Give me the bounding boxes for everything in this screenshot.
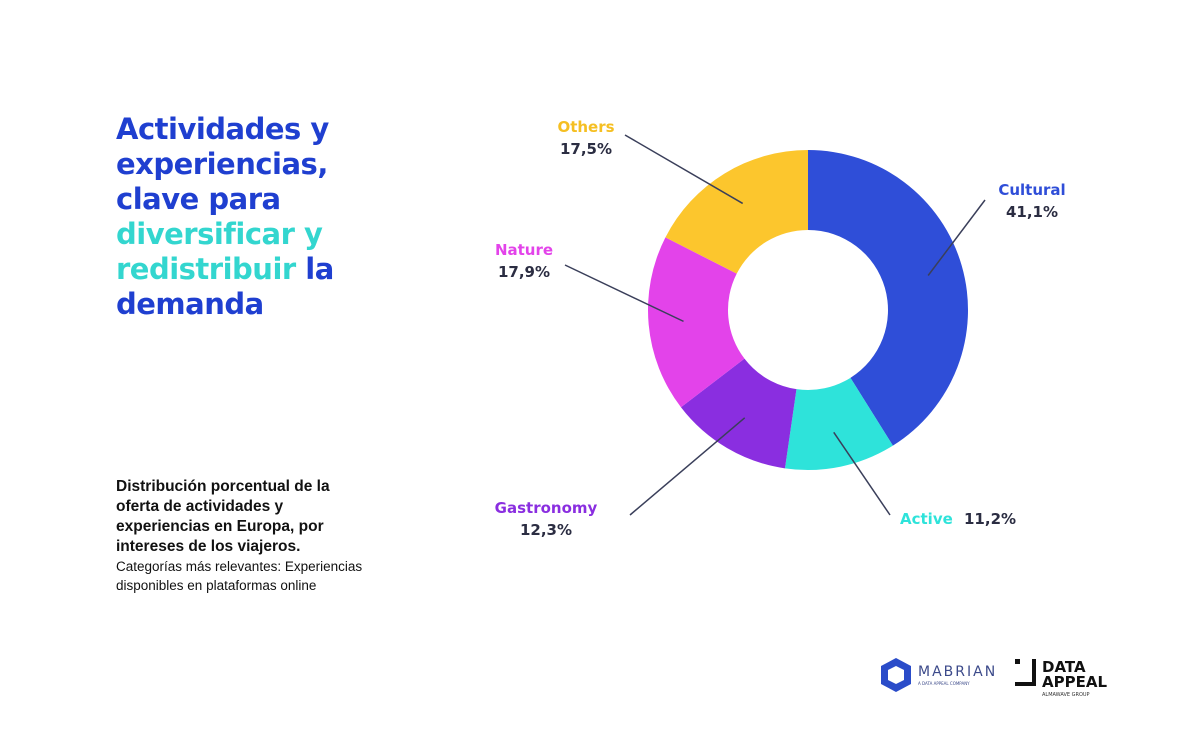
- leader-line: [629, 417, 746, 516]
- category-label: Nature: [495, 241, 553, 259]
- title-text: demanda: [116, 287, 264, 321]
- mabrian-logo: MABRIAN A DATA APPEAL COMPANY: [881, 658, 997, 692]
- category-label: Gastronomy: [495, 499, 598, 517]
- category-label: Active: [900, 510, 953, 528]
- category-label: Others: [557, 118, 614, 136]
- chart-description: Distribución porcentual de la oferta de …: [116, 477, 376, 595]
- description-bold: Distribución porcentual de la oferta de …: [116, 478, 330, 555]
- leader-line: [927, 199, 986, 276]
- category-label: Cultural: [998, 181, 1065, 199]
- title-text: la: [305, 252, 334, 286]
- leader-line: [833, 431, 891, 516]
- description-note: Categorías más relevantes: Experiencias …: [116, 559, 363, 593]
- slice-cultural: [808, 150, 968, 446]
- slice-active: [784, 377, 893, 470]
- leader-line: [624, 134, 744, 205]
- value-label: 41,1%: [1006, 203, 1058, 221]
- svg-text:DATA: DATA: [1042, 658, 1086, 676]
- slice-others: [665, 150, 808, 274]
- value-label: 17,5%: [560, 140, 612, 158]
- svg-text:APPEAL: APPEAL: [1042, 673, 1107, 691]
- page-title: Actividades y experiencias, clave para d…: [116, 112, 416, 322]
- slice-gastronomy: [680, 358, 797, 469]
- svg-text:ALMAWAVE GROUP: ALMAWAVE GROUP: [1042, 692, 1090, 698]
- leader-line: [564, 264, 684, 323]
- value-label: 11,2%: [964, 510, 1016, 528]
- slice-nature: [647, 237, 745, 408]
- logos: MABRIAN A DATA APPEAL COMPANY DATA APPEA…: [878, 656, 1158, 710]
- title-highlight: diversificar y: [116, 217, 323, 251]
- title-highlight: redistribuir: [116, 252, 296, 286]
- svg-text:MABRIAN: MABRIAN: [918, 664, 997, 680]
- value-label: 17,9%: [498, 263, 550, 281]
- dataappeal-logo: DATA APPEAL ALMAWAVE GROUP: [1015, 658, 1107, 698]
- title-text: Actividades y experiencias, clave para: [116, 112, 329, 216]
- logo-images: MABRIAN A DATA APPEAL COMPANY DATA APPEA…: [881, 658, 1107, 698]
- value-label: 12,3%: [520, 521, 572, 539]
- svg-text:A DATA APPEAL COMPANY: A DATA APPEAL COMPANY: [918, 681, 970, 686]
